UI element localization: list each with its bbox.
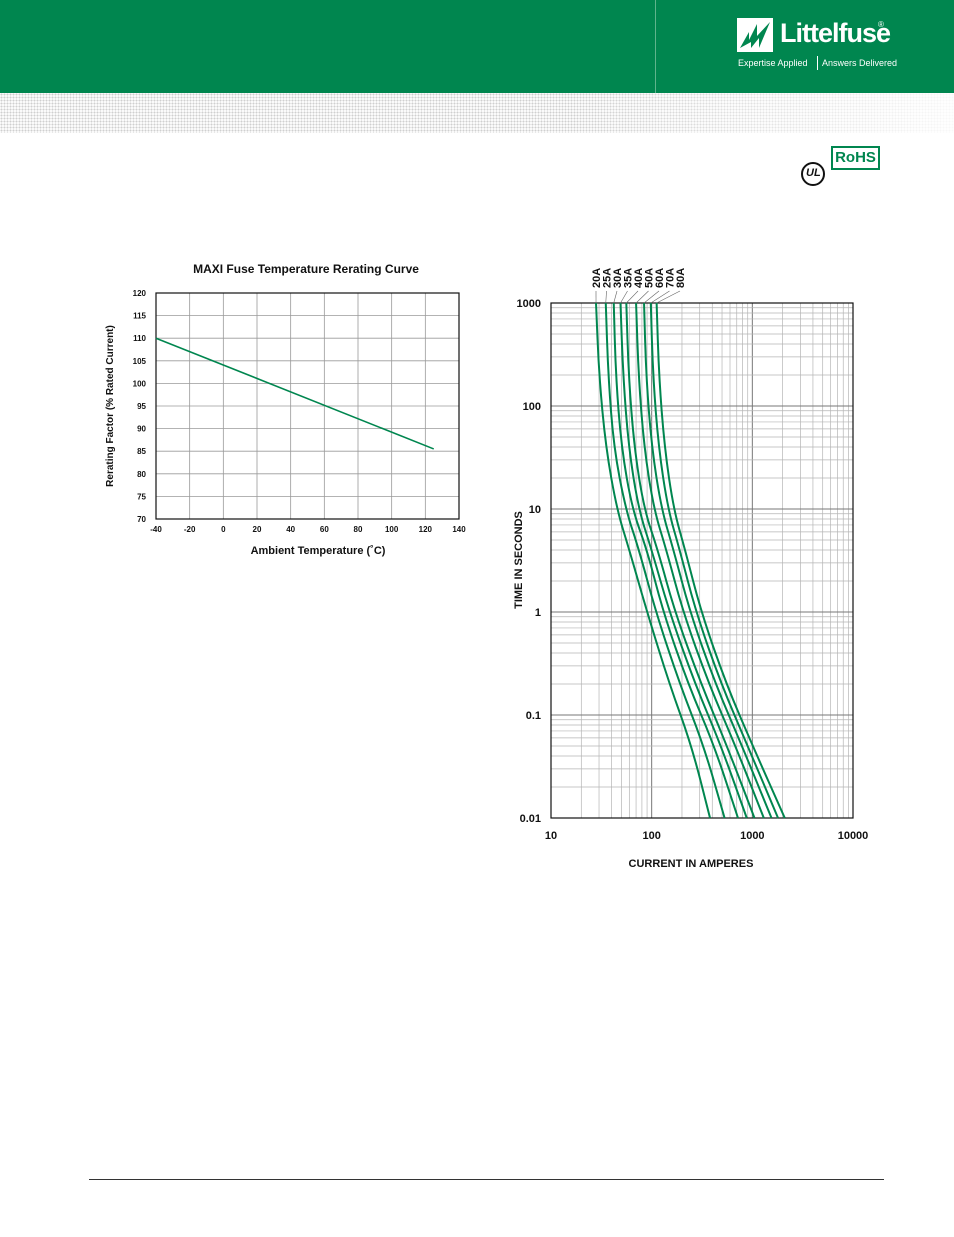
series-group (595, 302, 786, 819)
series-line-70A (649, 302, 779, 819)
x-tick-label: 10000 (838, 830, 869, 842)
x-tick-label: -40 (150, 525, 162, 534)
y-tick-label: 90 (137, 425, 146, 434)
tagline-right: Answers Delivered (822, 58, 898, 68)
dot-pattern-band (0, 93, 954, 133)
leader-line (656, 290, 681, 304)
leader-line (605, 290, 607, 304)
x-axis-label: Ambient Temperature (˚C) (251, 545, 386, 557)
y-tick-label: 115 (133, 312, 146, 321)
leader-line (613, 290, 618, 304)
y-axis-label: TIME IN SECONDS (513, 511, 525, 609)
y-tick-label: 0.1 (526, 710, 541, 722)
y-tick-label: 100 (523, 401, 541, 413)
leader-line (650, 290, 670, 304)
x-tick-label: 0 (221, 525, 226, 534)
leader-line (643, 290, 660, 304)
y-tick-label: 1000 (517, 298, 541, 310)
y-tick-labels: 0.01 0.1 1 10 100 1000 (517, 298, 541, 825)
y-tick-label: 0.01 (520, 813, 541, 825)
x-axis-label: CURRENT IN AMPERES (629, 858, 754, 870)
ul-text: UL (806, 167, 821, 179)
header-divider (655, 0, 656, 93)
tagline-left: Expertise Applied (738, 58, 808, 68)
plot-frame (155, 292, 460, 520)
rohs-badge: RoHS (831, 146, 880, 170)
y-tick-labels: 70 75 80 85 90 95 100 105 110 115 120 (133, 289, 147, 524)
y-tick-label: 110 (133, 334, 146, 343)
series-label: 80A (675, 268, 687, 288)
x-tick-label: -20 (184, 525, 196, 534)
plot-frame (550, 302, 854, 819)
chart-grid (155, 292, 460, 520)
x-tick-label: 40 (286, 525, 295, 534)
chart-grid (550, 303, 853, 819)
x-tick-label: 120 (419, 525, 433, 534)
y-tick-label: 85 (137, 447, 146, 456)
series-line-50A (635, 302, 765, 819)
series-line-20A (595, 302, 712, 819)
leader-line (620, 290, 628, 304)
series-line-80A (655, 302, 786, 819)
x-tick-label: 10 (545, 830, 557, 842)
x-tick-label: 20 (253, 525, 262, 534)
y-axis-label: Rerating Factor (% Rated Current) (105, 325, 116, 487)
y-tick-label: 70 (137, 515, 146, 524)
x-tick-label: 80 (354, 525, 363, 534)
littelfuse-logo[interactable]: Littelfuse ® Expertise Applied Answers D… (737, 16, 927, 76)
series-line-25A (604, 302, 726, 819)
registered-mark: ® (878, 20, 884, 29)
y-tick-label: 100 (133, 379, 147, 388)
leader-line (626, 290, 639, 304)
series-line-40A (625, 302, 756, 819)
x-tick-label: 140 (452, 525, 466, 534)
series-line (155, 337, 435, 450)
leader-line (635, 290, 649, 304)
series-line-60A (643, 302, 773, 819)
series-line-35A (619, 302, 748, 819)
y-tick-label: 120 (133, 289, 147, 298)
brand-wordmark: Littelfuse (780, 18, 891, 48)
series-label: 70A (665, 268, 677, 288)
footer-rule (89, 1179, 884, 1180)
y-tick-label: 1 (535, 607, 541, 619)
x-tick-labels: 10 100 1000 10000 (545, 830, 868, 842)
series-label: 40A (633, 268, 645, 288)
y-tick-label: 10 (529, 504, 541, 516)
x-tick-labels: -40 -20 0 20 40 60 80 100 120 140 (150, 525, 466, 534)
y-tick-label: 105 (133, 357, 147, 366)
series-label: 25A (602, 268, 614, 288)
series-label: 20A (591, 268, 603, 288)
x-tick-label: 100 (385, 525, 399, 534)
x-tick-label: 100 (642, 830, 660, 842)
y-tick-label: 75 (137, 492, 146, 501)
x-tick-label: 1000 (740, 830, 764, 842)
series-label: 50A (644, 268, 656, 288)
series-line-30A (612, 302, 739, 819)
series-label: 60A (654, 268, 666, 288)
tagline-separator (817, 56, 818, 70)
brand-header: Littelfuse ® Expertise Applied Answers D… (0, 0, 954, 93)
y-tick-label: 80 (137, 470, 146, 479)
littelfuse-logo-icon (737, 18, 773, 52)
chart-title: MAXI Fuse Temperature Rerating Curve (193, 262, 419, 276)
series-group (155, 337, 435, 450)
series-label: 35A (623, 268, 635, 288)
x-tick-label: 60 (320, 525, 329, 534)
series-label: 30A (612, 268, 624, 288)
ul-certification-icon: UL (801, 162, 825, 186)
temperature-rerating-chart: MAXI Fuse Temperature Rerating Curve 707… (105, 262, 466, 557)
y-tick-label: 95 (137, 402, 146, 411)
